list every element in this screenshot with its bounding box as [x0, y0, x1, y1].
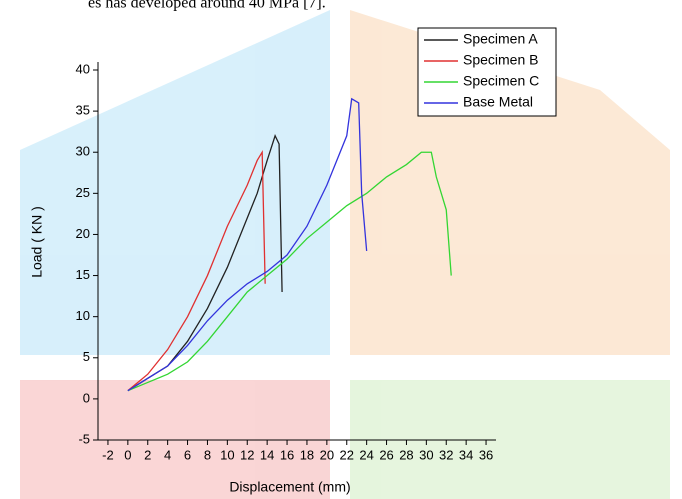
- x-tick-label: 16: [280, 447, 294, 462]
- x-tick-label: -2: [102, 447, 114, 462]
- x-tick-label: 28: [399, 447, 413, 462]
- x-tick-label: 24: [359, 447, 373, 462]
- x-tick-label: 22: [340, 447, 354, 462]
- x-axis-label: Displacement (mm): [229, 479, 350, 495]
- x-tick-label: 2: [144, 447, 151, 462]
- x-tick-label: 26: [379, 447, 393, 462]
- x-tick-label: 4: [164, 447, 171, 462]
- x-tick-label: 34: [459, 447, 473, 462]
- y-tick-label: -5: [78, 431, 90, 446]
- x-tick-label: 8: [204, 447, 211, 462]
- y-tick-label: 40: [76, 61, 90, 76]
- series-line: [127, 97, 368, 392]
- x-tick-label: 18: [300, 447, 314, 462]
- x-tick-label: 10: [220, 447, 234, 462]
- text-above: es has developed around 40 MPa [7].: [88, 0, 326, 12]
- x-tick-label: 32: [439, 447, 453, 462]
- x-tick-label: 6: [184, 447, 191, 462]
- x-tick-label: 20: [320, 447, 334, 462]
- watermark: [20, 10, 670, 499]
- y-tick-label: 5: [83, 349, 90, 364]
- series-line: [127, 151, 452, 392]
- x-tick-label: 0: [124, 447, 131, 462]
- legend-label: Base Metal: [463, 94, 533, 110]
- y-tick-label: 30: [76, 144, 90, 159]
- y-axis-label: Load ( KN ): [29, 206, 45, 278]
- legend-label: Specimen A: [463, 31, 538, 47]
- y-tick-label: 35: [76, 103, 90, 118]
- legend-label: Specimen B: [463, 52, 538, 68]
- y-tick-label: 25: [76, 185, 90, 200]
- y-tick-label: 20: [76, 226, 90, 241]
- y-tick-label: 0: [83, 390, 90, 405]
- y-tick-label: 10: [76, 308, 90, 323]
- x-tick-label: 36: [479, 447, 493, 462]
- y-tick-label: 15: [76, 267, 90, 282]
- legend-label: Specimen C: [463, 73, 539, 89]
- x-tick-label: 12: [240, 447, 254, 462]
- legend-box: [417, 27, 557, 117]
- series-line: [127, 149, 266, 392]
- x-tick-label: 14: [260, 447, 274, 462]
- x-tick-label: 30: [419, 447, 433, 462]
